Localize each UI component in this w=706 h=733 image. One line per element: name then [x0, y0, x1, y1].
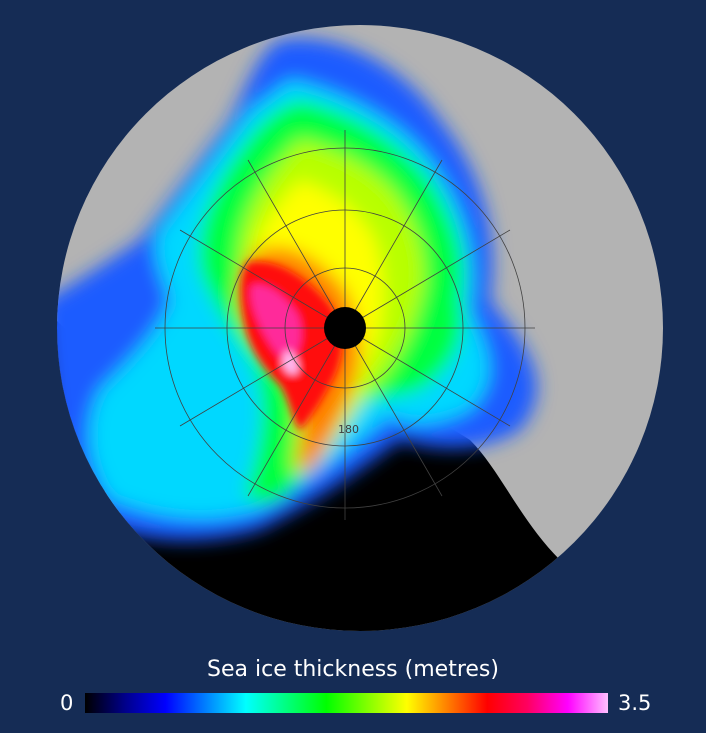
legend-max-label: 3.5	[618, 691, 652, 715]
legend-title: Sea ice thickness (metres)	[207, 657, 499, 682]
pole-hole	[324, 307, 366, 349]
legend-min-label: 0	[60, 691, 74, 715]
graticule	[155, 130, 535, 520]
open-ocean-north-atlantic	[80, 380, 608, 631]
legend-colorbar	[85, 693, 608, 713]
ice-pink-max	[282, 350, 299, 375]
graticule-label-180: 180	[338, 423, 359, 436]
ice-magenta	[250, 284, 302, 365]
sea-ice-map: 180	[57, 25, 663, 631]
